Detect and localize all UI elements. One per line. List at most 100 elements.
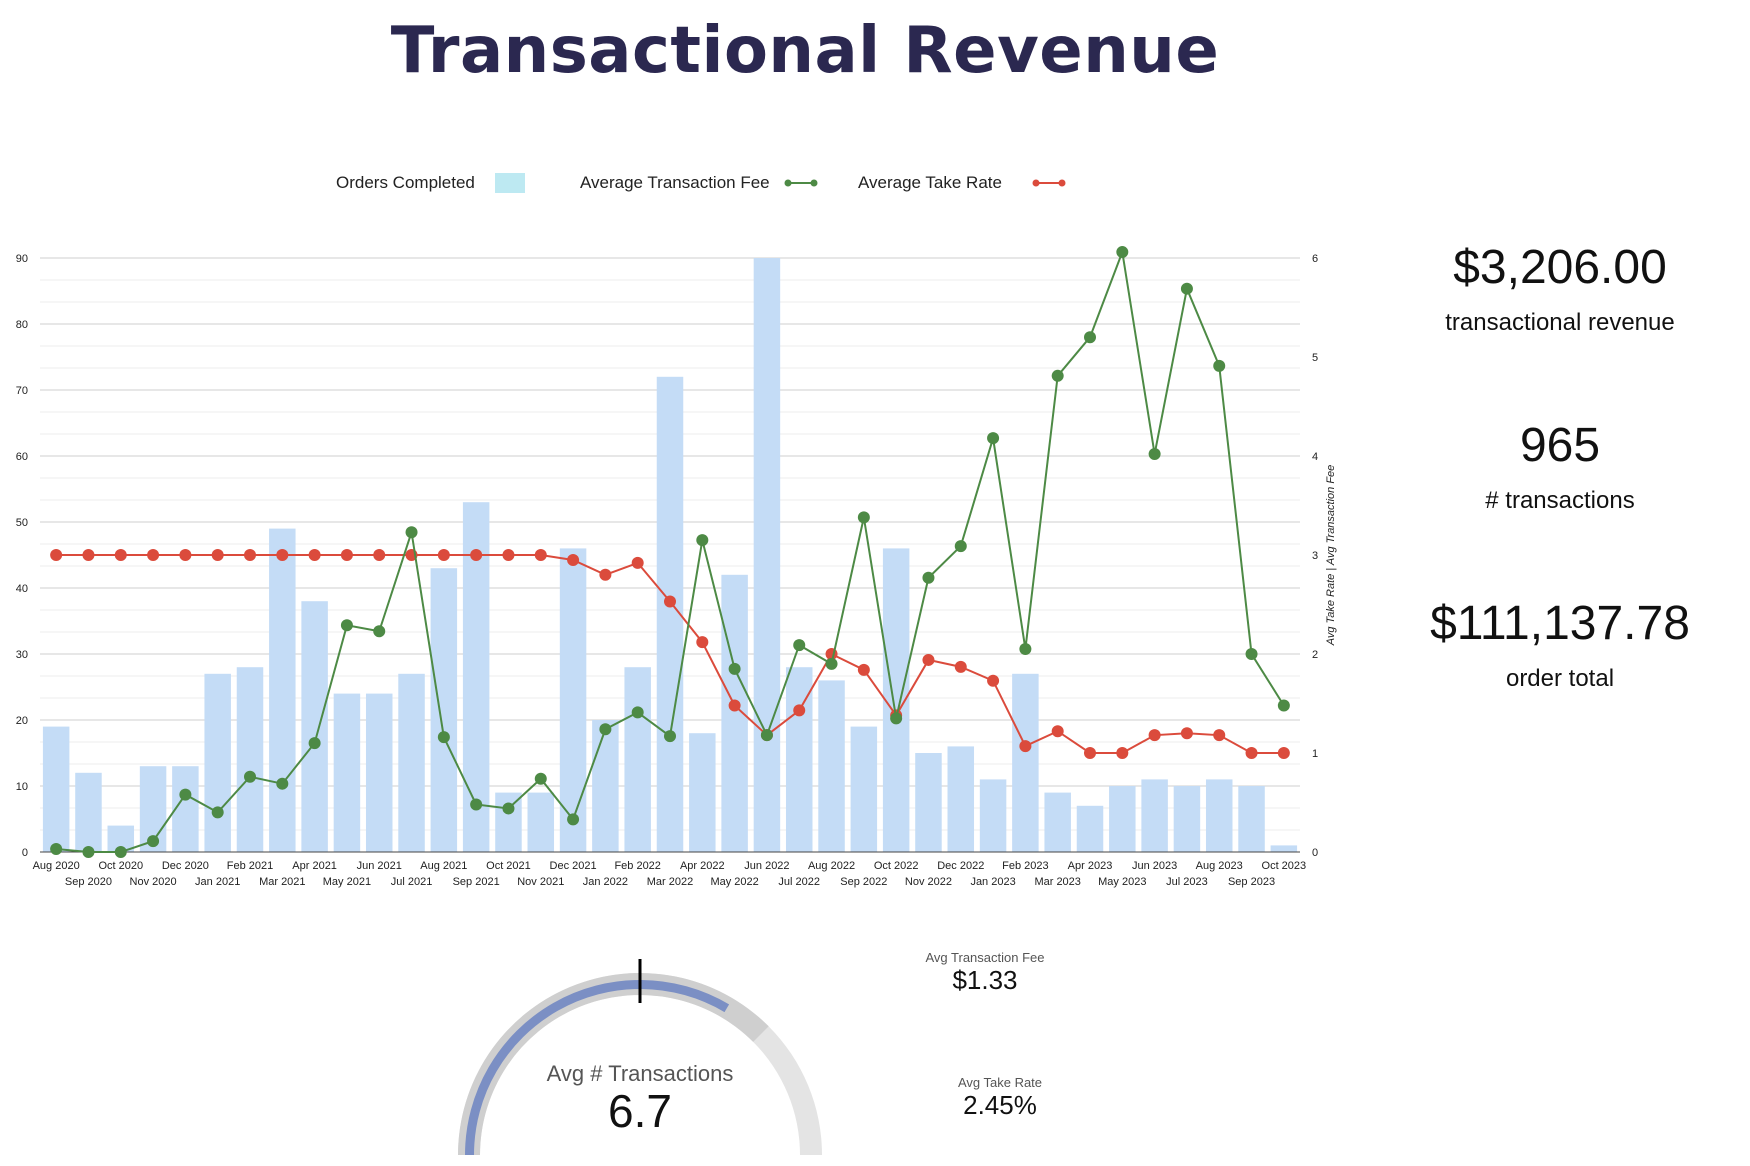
combo-chart: 0 10 20 30 40 50 60 70 80 90 0 1 2 3 4 5 6 Avg Take Rate … (16, 246, 1337, 888)
x-tick-label: Sep 2021 (453, 876, 500, 888)
y-left-tick-label: 0 (22, 847, 28, 859)
point-take-rate (664, 595, 676, 608)
x-tick-label: Feb 2022 (614, 860, 660, 872)
point-take-rate (631, 556, 644, 569)
bar-orders-completed (785, 667, 813, 852)
point-transaction-fee (340, 619, 353, 632)
point-transaction-fee (502, 802, 515, 815)
point-transaction-fee (373, 625, 386, 638)
x-tick-label: Aug 2023 (1196, 860, 1243, 872)
point-transaction-fee (1019, 643, 1032, 656)
point-take-rate (50, 549, 63, 561)
point-take-rate (1084, 747, 1096, 759)
y-right-tick-label: 5 (1312, 352, 1318, 364)
x-tick-label: Mar 2021 (259, 876, 305, 888)
bar-orders-completed (689, 733, 716, 852)
legend-label-take: Average Take Rate (858, 173, 1002, 192)
x-tick-label: Sep 2022 (840, 876, 887, 888)
metric-avg-take-value: 2.45% (963, 1090, 1037, 1120)
x-tick-label: Jan 2021 (195, 876, 240, 888)
point-transaction-fee (147, 835, 160, 848)
x-tick-label: Aug 2022 (808, 860, 855, 872)
point-transaction-fee (954, 540, 967, 553)
point-transaction-fee (631, 706, 644, 719)
bar-orders-completed (42, 726, 70, 852)
point-take-rate (470, 549, 483, 561)
metric-avg-fee-label: Avg Transaction Fee (925, 950, 1045, 965)
y-left-tick-label: 70 (16, 385, 28, 397)
x-tick-label: Aug 2021 (420, 860, 467, 872)
gauge-value-fill (465, 980, 730, 1155)
kpi-revenue-label: transactional revenue (1445, 309, 1675, 336)
point-transaction-fee (1245, 648, 1258, 660)
x-tick-label: Sep 2020 (65, 876, 112, 888)
bar-orders-completed (398, 673, 425, 852)
y-right-axis-title: Avg Take Rate | Avg Transaction Fee (1325, 465, 1337, 647)
point-take-rate (340, 549, 353, 561)
point-take-rate (954, 660, 967, 673)
legend-item-fee[interactable]: Average Transaction Fee (580, 173, 818, 193)
y-left-tick-label: 60 (16, 451, 28, 463)
legend-item-take[interactable]: Average Take Rate (858, 173, 1066, 193)
y-left-tick-label: 40 (16, 583, 28, 595)
bar-orders-completed (269, 528, 296, 852)
bar-orders-completed (1270, 845, 1298, 852)
point-transaction-fee (599, 723, 612, 736)
bar-orders-completed (1173, 786, 1201, 852)
x-tick-label: Apr 2021 (292, 860, 337, 872)
legend-label-fee: Average Transaction Fee (580, 173, 770, 192)
y-left-tick-label: 50 (16, 517, 28, 529)
point-take-rate (437, 549, 450, 561)
point-transaction-fee (567, 813, 580, 826)
metric-avg-take-label: Avg Take Rate (957, 1075, 1043, 1090)
x-tick-label: Jan 2023 (970, 876, 1015, 888)
x-tick-label: Dec 2020 (162, 860, 209, 872)
legend-item-orders[interactable]: Orders Completed (336, 173, 525, 193)
kpi-transactions-label: # transactions (1485, 487, 1635, 514)
bar-orders-completed (75, 772, 102, 852)
point-take-rate (599, 568, 612, 581)
point-transaction-fee (470, 798, 483, 811)
bar-orders-completed (592, 720, 619, 852)
bar-orders-completed (1076, 805, 1104, 852)
point-take-rate (728, 699, 741, 712)
x-tick-label: May 2022 (710, 876, 758, 888)
point-transaction-fee (1084, 331, 1096, 344)
point-transaction-fee (179, 788, 192, 801)
x-tick-label: Dec 2022 (937, 860, 984, 872)
point-transaction-fee (437, 731, 450, 744)
bar-orders-completed (1012, 673, 1039, 852)
point-transaction-fee (857, 511, 870, 524)
kpi-transactions-value: 965 (1519, 419, 1601, 472)
bar-orders-completed (204, 673, 231, 852)
point-transaction-fee (922, 571, 935, 584)
point-take-rate (147, 549, 160, 561)
x-tick-label: Oct 2022 (874, 860, 919, 872)
x-tick-label: Jul 2022 (778, 876, 820, 888)
x-tick-label: Jan 2022 (583, 876, 628, 888)
bar-orders-completed (753, 258, 781, 852)
x-tick-label: Sep 2023 (1228, 876, 1275, 888)
x-tick-label: Aug 2020 (33, 860, 80, 872)
x-tick-label: Oct 2020 (98, 860, 143, 872)
gauge-value: 6.7 (608, 1085, 672, 1137)
page-title: Transactional Revenue (390, 14, 1220, 88)
x-tick-label: Jun 2023 (1132, 860, 1177, 872)
bar-orders-completed (818, 680, 845, 852)
bar-orders-completed (1044, 792, 1071, 852)
x-tick-label: Apr 2022 (680, 860, 725, 872)
point-take-rate (1051, 725, 1064, 738)
point-transaction-fee (1051, 369, 1064, 382)
point-transaction-fee (211, 806, 224, 819)
point-transaction-fee (244, 770, 256, 783)
point-take-rate (82, 549, 95, 561)
kpi-order-total-label: order total (1505, 665, 1615, 692)
y-right-tick-label: 3 (1312, 550, 1318, 562)
x-tick-label: Apr 2023 (1068, 860, 1113, 872)
point-transaction-fee (114, 846, 127, 858)
bar-orders-completed (915, 753, 942, 852)
x-tick-label: Mar 2022 (647, 876, 693, 888)
point-transaction-fee (696, 534, 709, 547)
point-take-rate (1213, 729, 1226, 742)
bar-orders-completed (1109, 786, 1136, 852)
